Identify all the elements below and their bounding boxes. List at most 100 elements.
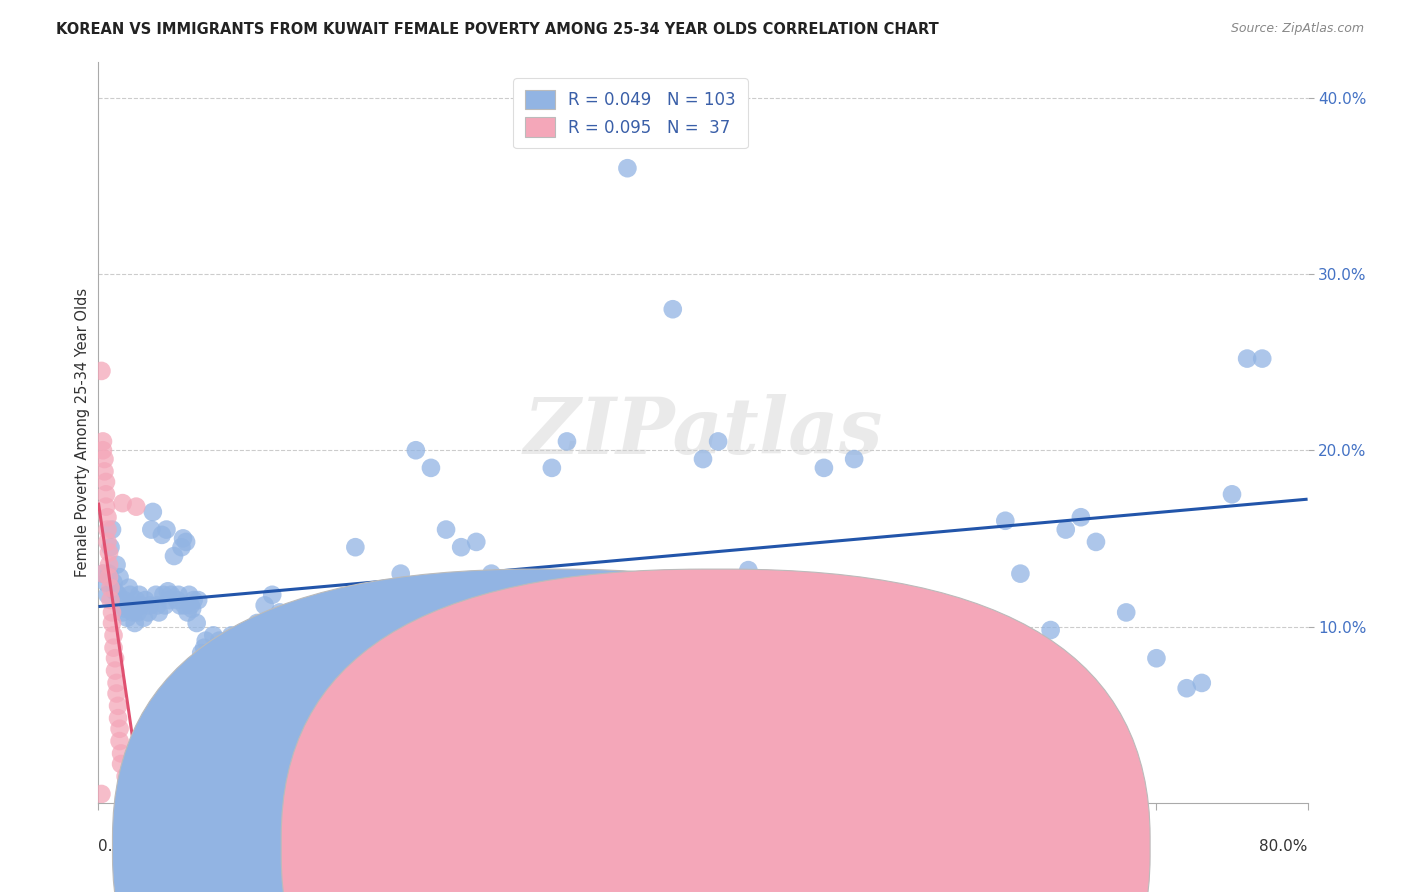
Point xyxy=(1115,606,1137,620)
Point xyxy=(344,540,367,554)
Point xyxy=(813,461,835,475)
Point xyxy=(120,588,142,602)
Point xyxy=(112,593,135,607)
Point xyxy=(187,593,209,607)
Point xyxy=(239,628,262,642)
Point xyxy=(200,676,222,690)
Point xyxy=(146,599,169,613)
Point xyxy=(1039,623,1062,637)
Point xyxy=(103,628,125,642)
Point xyxy=(173,599,195,613)
Point xyxy=(692,452,714,467)
Point xyxy=(108,570,131,584)
Point xyxy=(136,606,159,620)
Point xyxy=(844,452,866,467)
Point xyxy=(768,593,790,607)
Point xyxy=(1070,510,1092,524)
Point xyxy=(169,599,191,613)
Point xyxy=(194,633,217,648)
Y-axis label: Female Poverty Among 25-34 Year Olds: Female Poverty Among 25-34 Year Olds xyxy=(75,288,90,577)
Point xyxy=(246,615,269,630)
Point xyxy=(153,599,176,613)
Point xyxy=(1175,681,1198,696)
Point xyxy=(1191,676,1213,690)
Point xyxy=(994,514,1017,528)
Point xyxy=(104,664,127,678)
Text: 80.0%: 80.0% xyxy=(1260,839,1308,854)
Point xyxy=(98,570,121,584)
Point xyxy=(481,566,503,581)
Point xyxy=(299,623,322,637)
Point xyxy=(1220,487,1243,501)
Point xyxy=(174,535,197,549)
Point xyxy=(107,711,129,725)
Point xyxy=(1010,566,1032,581)
Point xyxy=(94,575,117,590)
Point xyxy=(132,787,155,801)
Point xyxy=(253,599,276,613)
Point xyxy=(166,593,188,607)
Point xyxy=(93,452,115,467)
Point xyxy=(124,615,146,630)
Point xyxy=(108,722,131,736)
Point xyxy=(661,302,683,317)
Point xyxy=(128,588,150,602)
Point xyxy=(122,606,145,620)
Point xyxy=(211,640,233,655)
Legend: R = 0.049   N = 103, R = 0.095   N =  37: R = 0.049 N = 103, R = 0.095 N = 37 xyxy=(513,78,748,148)
Point xyxy=(420,461,443,475)
Point xyxy=(127,606,149,620)
Point xyxy=(98,566,121,581)
Text: KOREAN VS IMMIGRANTS FROM KUWAIT FEMALE POVERTY AMONG 25-34 YEAR OLDS CORRELATIO: KOREAN VS IMMIGRANTS FROM KUWAIT FEMALE … xyxy=(56,22,939,37)
Point xyxy=(125,593,148,607)
Point xyxy=(94,487,117,501)
Point xyxy=(197,658,219,673)
Text: Source: ZipAtlas.com: Source: ZipAtlas.com xyxy=(1230,22,1364,36)
Point xyxy=(167,588,190,602)
Point xyxy=(125,500,148,514)
Point xyxy=(145,588,167,602)
Point xyxy=(107,698,129,713)
Point xyxy=(150,528,173,542)
Point xyxy=(226,664,249,678)
Point xyxy=(129,599,152,613)
Point xyxy=(269,606,291,620)
Point xyxy=(205,646,228,660)
Point xyxy=(101,523,124,537)
Point xyxy=(389,566,412,581)
Point xyxy=(96,523,118,537)
Point xyxy=(307,599,329,613)
Point xyxy=(93,464,115,478)
Point xyxy=(107,588,129,602)
Text: 0.0%: 0.0% xyxy=(98,839,138,854)
Point xyxy=(1144,651,1167,665)
Point xyxy=(100,593,122,607)
Point xyxy=(98,558,121,572)
Point xyxy=(100,540,122,554)
Point xyxy=(103,640,125,655)
Point xyxy=(262,588,284,602)
Point xyxy=(111,496,134,510)
Point xyxy=(186,615,208,630)
Point xyxy=(172,532,194,546)
Point xyxy=(179,588,201,602)
Point xyxy=(132,610,155,624)
Point xyxy=(105,558,128,572)
Point xyxy=(156,584,179,599)
Point xyxy=(405,443,427,458)
Point xyxy=(291,651,314,665)
Text: Immigrants from Kuwait: Immigrants from Kuwait xyxy=(737,839,921,854)
Point xyxy=(322,646,344,660)
Text: Koreans: Koreans xyxy=(568,839,628,854)
Point xyxy=(160,588,183,602)
Point xyxy=(100,581,122,595)
Point xyxy=(180,599,202,613)
Point xyxy=(110,747,132,761)
Point xyxy=(108,734,131,748)
Point xyxy=(152,588,174,602)
Point xyxy=(707,434,730,449)
Point xyxy=(96,588,118,602)
Point xyxy=(96,510,118,524)
Point xyxy=(142,505,165,519)
Point xyxy=(540,461,562,475)
